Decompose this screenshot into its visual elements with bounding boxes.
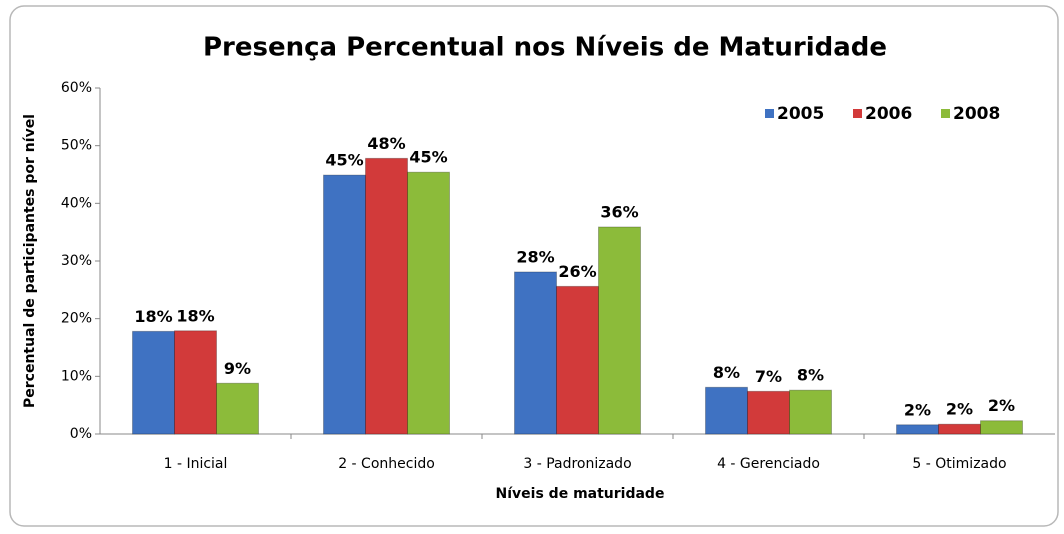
bar [174,330,217,435]
chart-title: Presença Percentual nos Níveis de Maturi… [203,33,887,63]
bar [365,157,408,435]
value-label: 45% [409,148,447,167]
bar [747,390,790,435]
value-label: 8% [797,366,824,385]
value-label: 18% [134,307,172,326]
x-tick-label: 1 - Inicial [164,456,228,472]
value-label: 7% [755,367,782,386]
legend-label: 2008 [953,104,1000,124]
bar [132,330,175,435]
bar [407,171,450,435]
value-label: 45% [325,151,363,170]
value-label: 2% [988,396,1015,415]
value-label: 9% [224,359,251,378]
y-axis-title: Percentual de participantes por nível [22,114,38,408]
y-tick-label: 0% [70,426,92,442]
value-label: 18% [176,306,214,325]
x-tick-label: 4 - Gerenciado [717,456,820,472]
y-tick-label: 20% [61,311,92,327]
bar [514,271,557,435]
value-label: 2% [946,400,973,419]
y-tick-label: 50% [61,138,92,154]
x-tick-label: 3 - Padronizado [523,456,631,472]
bar [789,389,832,435]
bar [896,424,939,435]
y-tick-label: 10% [61,368,92,384]
legend-swatch [853,109,862,118]
value-label: 28% [516,247,554,266]
bar [598,226,641,435]
x-tick-label: 5 - Otimizado [912,456,1006,472]
bar [216,382,259,435]
value-label: 36% [600,202,638,221]
y-tick-label: 30% [61,253,92,269]
value-label: 2% [904,400,931,419]
value-label: 48% [367,134,405,153]
y-tick-label: 40% [61,195,92,211]
bar [556,285,599,435]
legend-label: 2005 [777,104,824,124]
x-tick-label: 2 - Conhecido [338,456,435,472]
bar [938,423,981,435]
legend-swatch [765,109,774,118]
legend-label: 2006 [865,104,912,124]
x-axis-title: Níveis de maturidade [496,486,665,502]
bar [323,174,366,435]
legend-swatch [941,109,950,118]
value-label: 26% [558,262,596,281]
bar [980,420,1023,435]
value-label: 8% [713,363,740,382]
y-tick-label: 60% [61,80,92,96]
bar [705,386,748,435]
